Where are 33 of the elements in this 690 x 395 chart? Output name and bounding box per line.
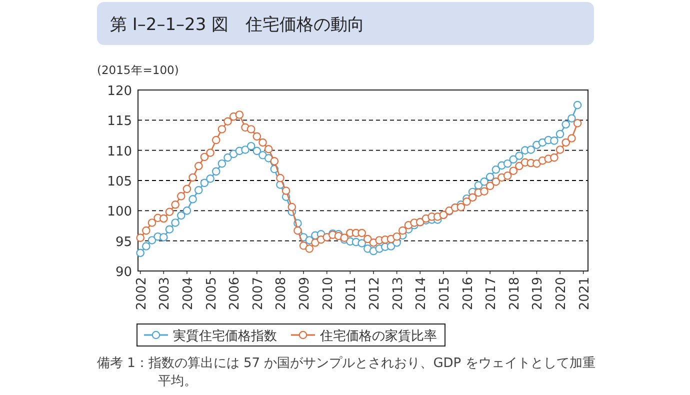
x-tick-label: 2010 bbox=[320, 277, 336, 310]
title: 第 Ⅰ–2–1–23 図 住宅価格の動向 bbox=[97, 2, 594, 45]
y-tick-label: 115 bbox=[107, 114, 132, 130]
x-tick-label: 2008 bbox=[274, 277, 290, 310]
y-tick-label: 95 bbox=[115, 234, 132, 250]
legend-label: 実質住宅価格指数 bbox=[173, 328, 277, 344]
x-tick-label: 2002 bbox=[134, 277, 150, 310]
x-tick-label: 2012 bbox=[367, 277, 382, 310]
x-tick-label: 2005 bbox=[204, 277, 220, 310]
y-tick-label: 90 bbox=[115, 265, 132, 280]
x-tick-label: 2009 bbox=[298, 277, 313, 310]
text: 備考 1：指数の算出には 57 か国がサンプルとされおり、GDP をウェイトとして加重平均。 bbox=[97, 356, 596, 389]
x-tick-label: 2015 bbox=[437, 277, 452, 310]
chart-title: 第 Ⅰ–2–1–23 図 住宅価格の動向 bbox=[110, 15, 365, 35]
x-tick-label: 2004 bbox=[180, 277, 196, 310]
y-axis-title: (2015年=100) bbox=[97, 63, 179, 77]
x-tick-label: 2014 bbox=[414, 277, 430, 310]
x-tick-label: 2007 bbox=[250, 277, 266, 310]
legend-label: 住宅価格の家賃比率 bbox=[319, 328, 437, 344]
x-tick-label: 2020 bbox=[554, 277, 570, 310]
x-tick-label: 2018 bbox=[507, 277, 522, 310]
x-tick-label: 2003 bbox=[158, 277, 173, 310]
y-tick-label: 120 bbox=[107, 84, 132, 99]
x-tick-label: 2017 bbox=[484, 277, 500, 310]
y-tick-label: 110 bbox=[107, 144, 132, 160]
x-tick-label: 2019 bbox=[530, 277, 546, 310]
x-tick-label: 2016 bbox=[460, 277, 476, 310]
x-tick-label: 2013 bbox=[390, 277, 406, 310]
x-tick-label: 2006 bbox=[228, 277, 243, 310]
y-tick-label: 100 bbox=[107, 204, 132, 220]
x-tick-label: 2011 bbox=[344, 277, 360, 310]
x-tick-label: 2021 bbox=[577, 277, 592, 310]
y-tick-label: 105 bbox=[107, 174, 132, 190]
